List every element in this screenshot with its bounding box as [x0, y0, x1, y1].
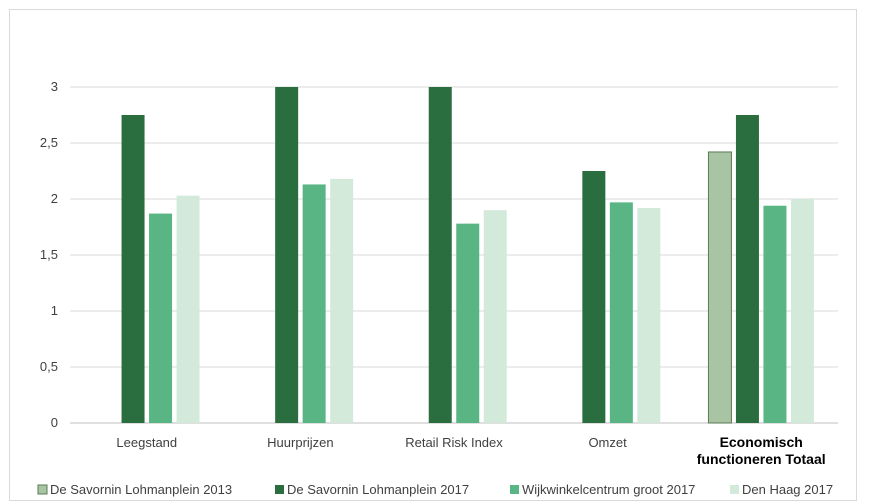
bars: [121, 87, 814, 424]
y-tick-label: 1: [51, 303, 58, 318]
bar: [637, 207, 661, 423]
x-axis-categories: Leegstand Huurprijzen Retail Risk Index Omz…: [116, 434, 825, 467]
y-axis-ticks: 0 0,5 1 1,5 2 2,5 3: [40, 79, 58, 430]
legend-label: Wijkwinkelcentrum groot 2017: [522, 482, 695, 497]
bar: [121, 115, 145, 423]
legend-swatch: [37, 484, 48, 495]
y-tick-label: 0,5: [40, 359, 58, 374]
y-tick-label: 2,5: [40, 135, 58, 150]
bar: [763, 205, 787, 423]
y-tick-label: 1,5: [40, 247, 58, 262]
y-tick-label: 2: [51, 191, 58, 206]
bar: [790, 199, 814, 423]
bar: [735, 115, 759, 423]
bar: [176, 195, 200, 423]
legend-swatch: [275, 485, 284, 494]
legend-label: De Savornin Lohmanplein 2017: [287, 482, 469, 497]
x-tick-label: Retail Risk Index: [405, 435, 503, 450]
bar: [582, 171, 606, 423]
y-tick-label: 3: [51, 79, 58, 94]
bar: [428, 87, 452, 423]
x-tick-label: Omzet: [588, 435, 627, 450]
legend-label: Den Haag 2017: [742, 482, 833, 497]
bar: [275, 87, 299, 423]
x-tick-label: Economisch: [720, 434, 803, 450]
bar: [707, 151, 732, 424]
bar: [456, 223, 480, 423]
x-tick-label: Leegstand: [116, 435, 177, 450]
legend-swatch: [730, 485, 739, 494]
x-tick-label: Huurprijzen: [267, 435, 333, 450]
x-tick-label: functioneren Totaal: [697, 451, 826, 467]
legend-label: De Savornin Lohmanplein 2013: [50, 482, 232, 497]
y-tick-label: 0: [51, 415, 58, 430]
legend: De Savornin Lohmanplein 2013 De Savornin …: [37, 482, 833, 497]
legend-swatch: [510, 485, 519, 494]
bar: [302, 184, 326, 423]
bar: [330, 178, 354, 423]
bar: [609, 202, 633, 423]
bar: [483, 210, 507, 423]
bar: [149, 213, 173, 423]
